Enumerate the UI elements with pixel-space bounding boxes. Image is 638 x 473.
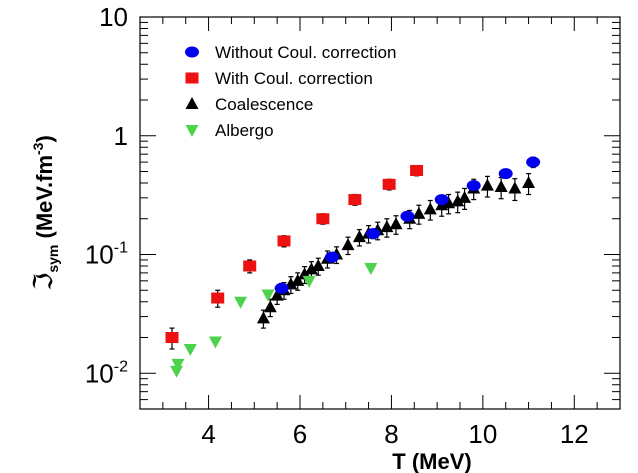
data-point xyxy=(366,228,381,240)
y-axis-symbol: ℑ xyxy=(29,273,59,291)
data-point xyxy=(458,190,472,203)
data-point xyxy=(256,311,270,324)
data-point xyxy=(382,178,396,190)
x-tick-label: 4 xyxy=(201,419,215,449)
data-point xyxy=(311,259,325,272)
y-tick-label-base: 1 xyxy=(114,121,128,151)
data-point xyxy=(316,213,330,225)
data-point xyxy=(498,168,513,180)
y-axis-unit: (MeV.fm xyxy=(32,155,57,245)
legend-label: With Coul. correction xyxy=(215,69,373,88)
data-point xyxy=(466,180,481,192)
x-tick-label: 10 xyxy=(468,419,497,449)
legend-label: Without Coul. correction xyxy=(215,43,396,62)
x-axis-title: T (MeV) xyxy=(392,449,471,473)
data-point xyxy=(389,217,403,230)
data-point xyxy=(480,178,494,191)
y-axis-unit-exponent: -3 xyxy=(30,142,46,155)
data-point xyxy=(208,336,222,349)
data-point xyxy=(434,194,449,206)
x-tick-label: 6 xyxy=(293,419,307,449)
y-tick-label-exponent: -2 xyxy=(114,358,128,375)
data-point xyxy=(400,210,415,222)
legend-marker xyxy=(185,46,199,58)
data-point xyxy=(261,289,275,302)
axis-ticks xyxy=(140,17,621,410)
data-point xyxy=(277,235,291,247)
data-marks xyxy=(165,156,541,378)
legend-marker xyxy=(185,97,199,109)
data-point xyxy=(183,344,197,357)
x-tick-label: 12 xyxy=(560,419,589,449)
data-point xyxy=(170,365,184,378)
data-point xyxy=(364,262,378,275)
data-point xyxy=(526,156,541,168)
data-point xyxy=(171,358,185,371)
x-tick-labels: 4 6 8 10 12 xyxy=(201,419,588,449)
data-point xyxy=(302,275,316,288)
y-axis-unit-close: ) xyxy=(32,135,57,142)
data-point xyxy=(274,282,289,294)
data-point xyxy=(412,206,426,219)
data-point xyxy=(451,194,465,207)
legend: Without Coul. correction With Coul. corre… xyxy=(185,43,396,140)
data-point xyxy=(304,262,318,275)
data-point xyxy=(234,296,248,309)
data-point xyxy=(494,180,508,193)
x-tick-label: 8 xyxy=(384,419,398,449)
data-point xyxy=(442,196,456,209)
plot-area xyxy=(139,16,621,410)
data-point xyxy=(165,332,179,344)
data-point xyxy=(211,292,225,304)
data-point xyxy=(291,273,305,286)
y-axis-subscript: sym xyxy=(45,245,61,273)
y-tick-label: 10-1 xyxy=(85,240,128,270)
data-point xyxy=(270,288,284,301)
y-tick-label: 1 xyxy=(114,121,128,151)
y-axis-title: ℑsym (MeV.fm-3) xyxy=(29,135,61,291)
y-tick-label-base: 10 xyxy=(85,240,114,270)
y-tick-label-exponent: -1 xyxy=(114,240,128,257)
legend-label: Albergo xyxy=(215,121,274,140)
data-point xyxy=(348,194,362,206)
legend-marker xyxy=(185,125,199,137)
legend-marker xyxy=(185,72,199,84)
data-point xyxy=(352,230,366,243)
data-point xyxy=(243,260,257,272)
data-point xyxy=(508,181,522,194)
data-point xyxy=(263,300,277,313)
y-tick-label-base: 10 xyxy=(99,2,128,32)
y-tick-label: 10 xyxy=(99,2,128,32)
y-tick-label-base: 10 xyxy=(85,358,114,388)
data-point xyxy=(410,164,424,176)
legend-label: Coalescence xyxy=(215,95,313,114)
data-point xyxy=(341,238,355,251)
data-point xyxy=(325,251,339,263)
y-tick-label: 10-2 xyxy=(85,358,128,388)
data-point xyxy=(522,176,536,189)
data-point xyxy=(423,202,437,215)
